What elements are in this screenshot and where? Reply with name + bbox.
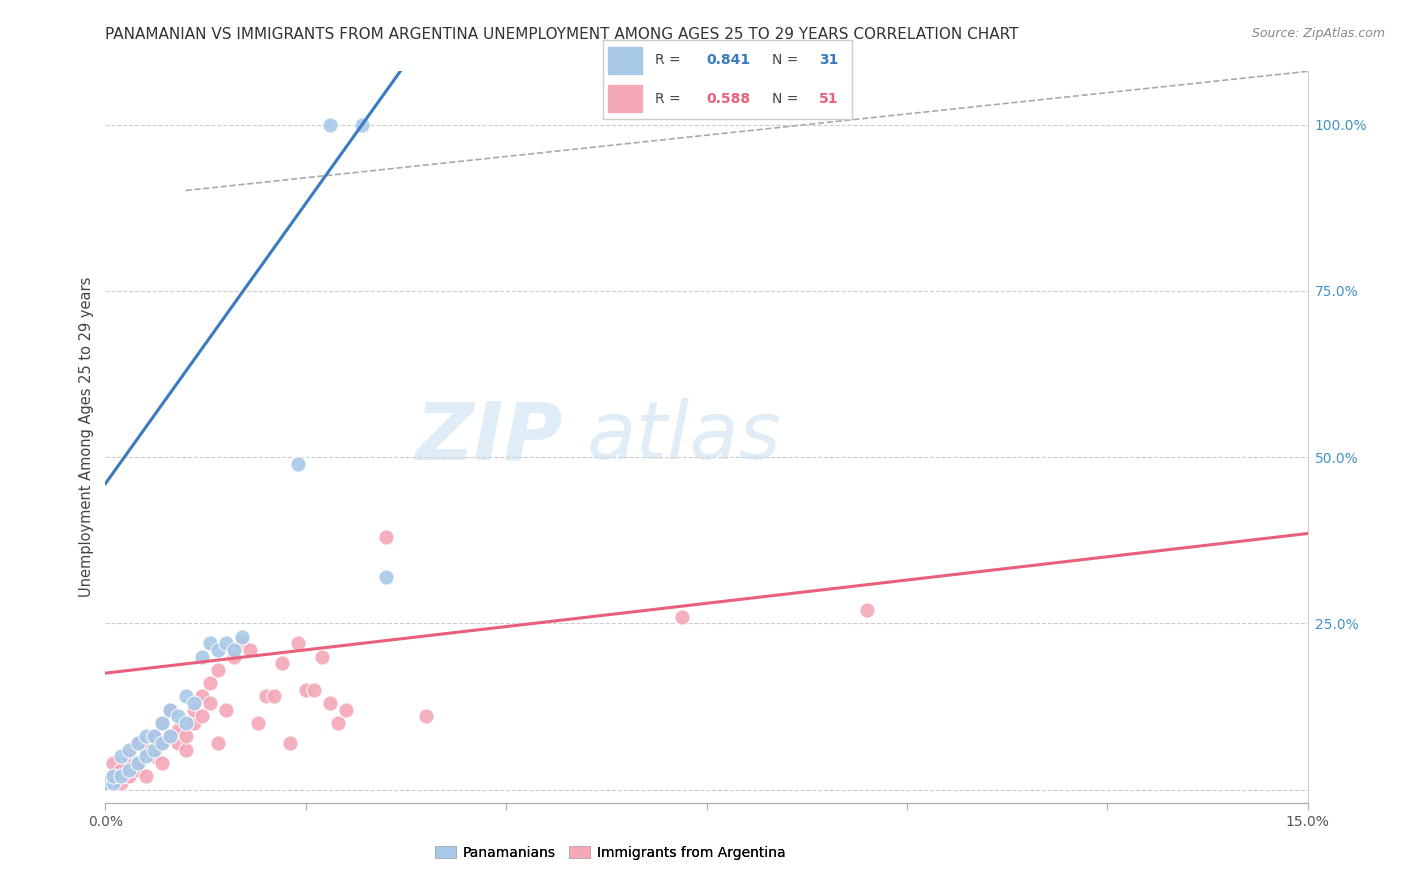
Point [135, 729, 157, 743]
Point [135, 749, 157, 764]
Text: Source: ZipAtlas.com: Source: ZipAtlas.com [1251, 27, 1385, 40]
Point [207, 736, 229, 750]
Point [287, 636, 309, 650]
Point [319, 696, 342, 710]
Y-axis label: Unemployment Among Ages 25 to 29 years: Unemployment Among Ages 25 to 29 years [79, 277, 94, 598]
Point [174, 729, 197, 743]
Point [198, 636, 221, 650]
Point [142, 729, 165, 743]
Text: R =: R = [655, 54, 685, 67]
Bar [607, 85, 641, 112]
Text: 0.588: 0.588 [707, 92, 751, 105]
Point [110, 769, 132, 783]
Point [159, 703, 181, 717]
Point [135, 742, 157, 756]
Point [335, 703, 357, 717]
Point [319, 118, 342, 132]
Point [254, 690, 277, 704]
Point [135, 769, 157, 783]
Text: N =: N = [772, 92, 803, 105]
Point [159, 729, 181, 743]
Point [222, 649, 245, 664]
Point [110, 763, 132, 777]
Point [118, 769, 141, 783]
Point [231, 636, 253, 650]
Point [214, 636, 236, 650]
Point [374, 530, 398, 544]
Text: R =: R = [655, 92, 685, 105]
Point [270, 656, 292, 670]
Point [103, 756, 125, 770]
Point [127, 756, 149, 770]
Point [110, 749, 132, 764]
Point [150, 736, 173, 750]
Point [207, 663, 229, 677]
Point [103, 769, 125, 783]
Point [118, 763, 141, 777]
Point [94, 776, 117, 790]
Point [190, 709, 212, 723]
Point [350, 118, 373, 132]
Point [159, 729, 181, 743]
Point [103, 769, 125, 783]
Point [174, 716, 197, 731]
FancyBboxPatch shape [603, 40, 852, 119]
Point [174, 742, 197, 756]
Point [855, 603, 877, 617]
Point [326, 716, 349, 731]
Point [166, 736, 188, 750]
Text: PANAMANIAN VS IMMIGRANTS FROM ARGENTINA UNEMPLOYMENT AMONG AGES 25 TO 29 YEARS C: PANAMANIAN VS IMMIGRANTS FROM ARGENTINA … [105, 27, 1019, 42]
Point [94, 776, 117, 790]
Point [671, 609, 693, 624]
Text: 31: 31 [818, 54, 838, 67]
Point [183, 716, 205, 731]
Point [166, 709, 188, 723]
Point [295, 682, 318, 697]
Point [207, 643, 229, 657]
Point [263, 690, 285, 704]
Text: 0.841: 0.841 [707, 54, 751, 67]
Point [239, 643, 262, 657]
Text: ZIP: ZIP [415, 398, 562, 476]
Point [166, 723, 188, 737]
Point [246, 716, 269, 731]
Point [110, 776, 132, 790]
Point [190, 690, 212, 704]
Point [374, 570, 398, 584]
Point [127, 756, 149, 770]
Point [142, 749, 165, 764]
Point [222, 643, 245, 657]
Point [142, 742, 165, 756]
Text: N =: N = [772, 54, 803, 67]
Point [174, 690, 197, 704]
Point [198, 696, 221, 710]
Point [415, 709, 437, 723]
Bar [607, 46, 641, 74]
Text: 51: 51 [818, 92, 838, 105]
Point [103, 776, 125, 790]
Point [287, 457, 309, 471]
Point [214, 703, 236, 717]
Point [159, 703, 181, 717]
Point [142, 729, 165, 743]
Point [302, 682, 325, 697]
Point [183, 703, 205, 717]
Text: atlas: atlas [586, 398, 782, 476]
Point [190, 649, 212, 664]
Point [150, 756, 173, 770]
Point [150, 716, 173, 731]
Point [127, 763, 149, 777]
Point [118, 742, 141, 756]
Point [150, 716, 173, 731]
Point [127, 736, 149, 750]
Point [150, 736, 173, 750]
Point [127, 736, 149, 750]
Legend: Panamanians, Immigrants from Argentina: Panamanians, Immigrants from Argentina [429, 840, 792, 865]
Point [278, 736, 301, 750]
Point [198, 676, 221, 690]
Point [231, 630, 253, 644]
Point [183, 696, 205, 710]
Point [311, 649, 333, 664]
Point [118, 749, 141, 764]
